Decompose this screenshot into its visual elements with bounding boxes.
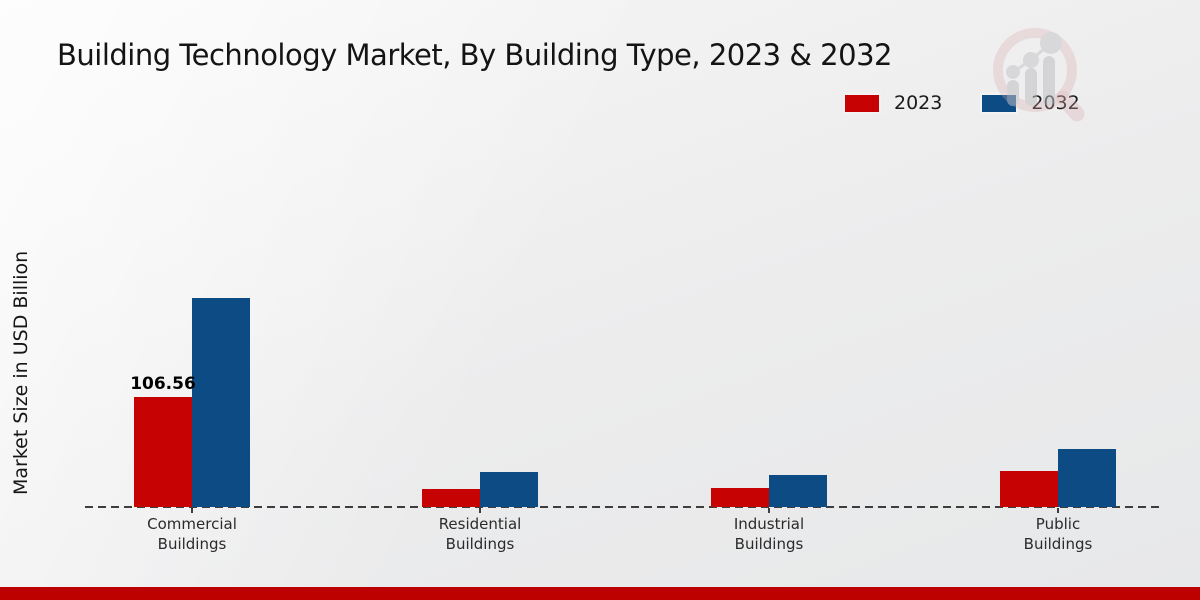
bottom-accent-bar [0, 587, 1200, 600]
category-label-commercial-buildings: Commercial Buildings [147, 515, 237, 553]
x-axis-line [85, 506, 1163, 508]
bar-2032-industrial-buildings [769, 474, 827, 507]
category-label-industrial-buildings: Industrial Buildings [733, 515, 805, 553]
category-label-public-buildings: Public Buildings [1023, 515, 1093, 553]
magnifier-bar-chart-logo-icon [985, 22, 1085, 122]
chart-title: Building Technology Market, By Building … [57, 38, 893, 72]
legend-swatch-2023 [843, 92, 881, 114]
x-axis-tick-public-buildings [1057, 508, 1059, 513]
bar-2032-public-buildings [1058, 449, 1116, 507]
bar-2032-residential-buildings [480, 471, 538, 507]
bar-2023-industrial-buildings [711, 487, 769, 507]
bar-2023-residential-buildings [422, 488, 480, 507]
data-label-2023: 106.56 [130, 374, 196, 394]
legend-label-2023: 2023 [894, 92, 943, 114]
legend-item-2023: 2023 [843, 92, 942, 114]
bar-2023-public-buildings [1000, 470, 1058, 507]
x-axis-tick-commercial-buildings [191, 508, 193, 513]
x-axis-tick-industrial-buildings [768, 508, 770, 513]
bar-2023-commercial-buildings [134, 397, 192, 507]
bar-2032-commercial-buildings [192, 298, 250, 507]
category-label-residential-buildings: Residential Buildings [438, 515, 522, 553]
x-axis-tick-residential-buildings [479, 508, 481, 513]
